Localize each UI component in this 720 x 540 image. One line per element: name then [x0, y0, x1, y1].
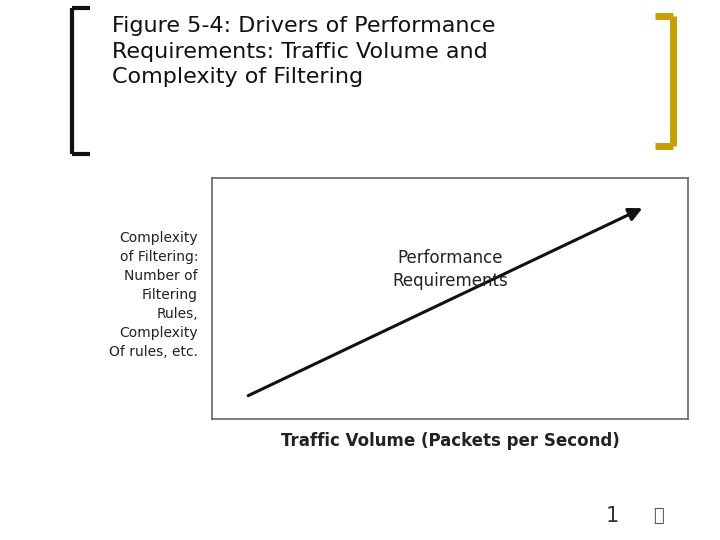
Text: Traffic Volume (Packets per Second): Traffic Volume (Packets per Second): [281, 431, 619, 450]
Text: Complexity
of Filtering:
Number of
Filtering
Rules,
Complexity
Of rules, etc.: Complexity of Filtering: Number of Filte…: [109, 231, 198, 359]
Text: 🔊: 🔊: [654, 507, 664, 525]
Text: 1: 1: [606, 505, 619, 526]
Text: Figure 5-4: Drivers of Performance
Requirements: Traffic Volume and
Complexity o: Figure 5-4: Drivers of Performance Requi…: [112, 16, 495, 87]
Text: Performance
Requirements: Performance Requirements: [392, 249, 508, 291]
